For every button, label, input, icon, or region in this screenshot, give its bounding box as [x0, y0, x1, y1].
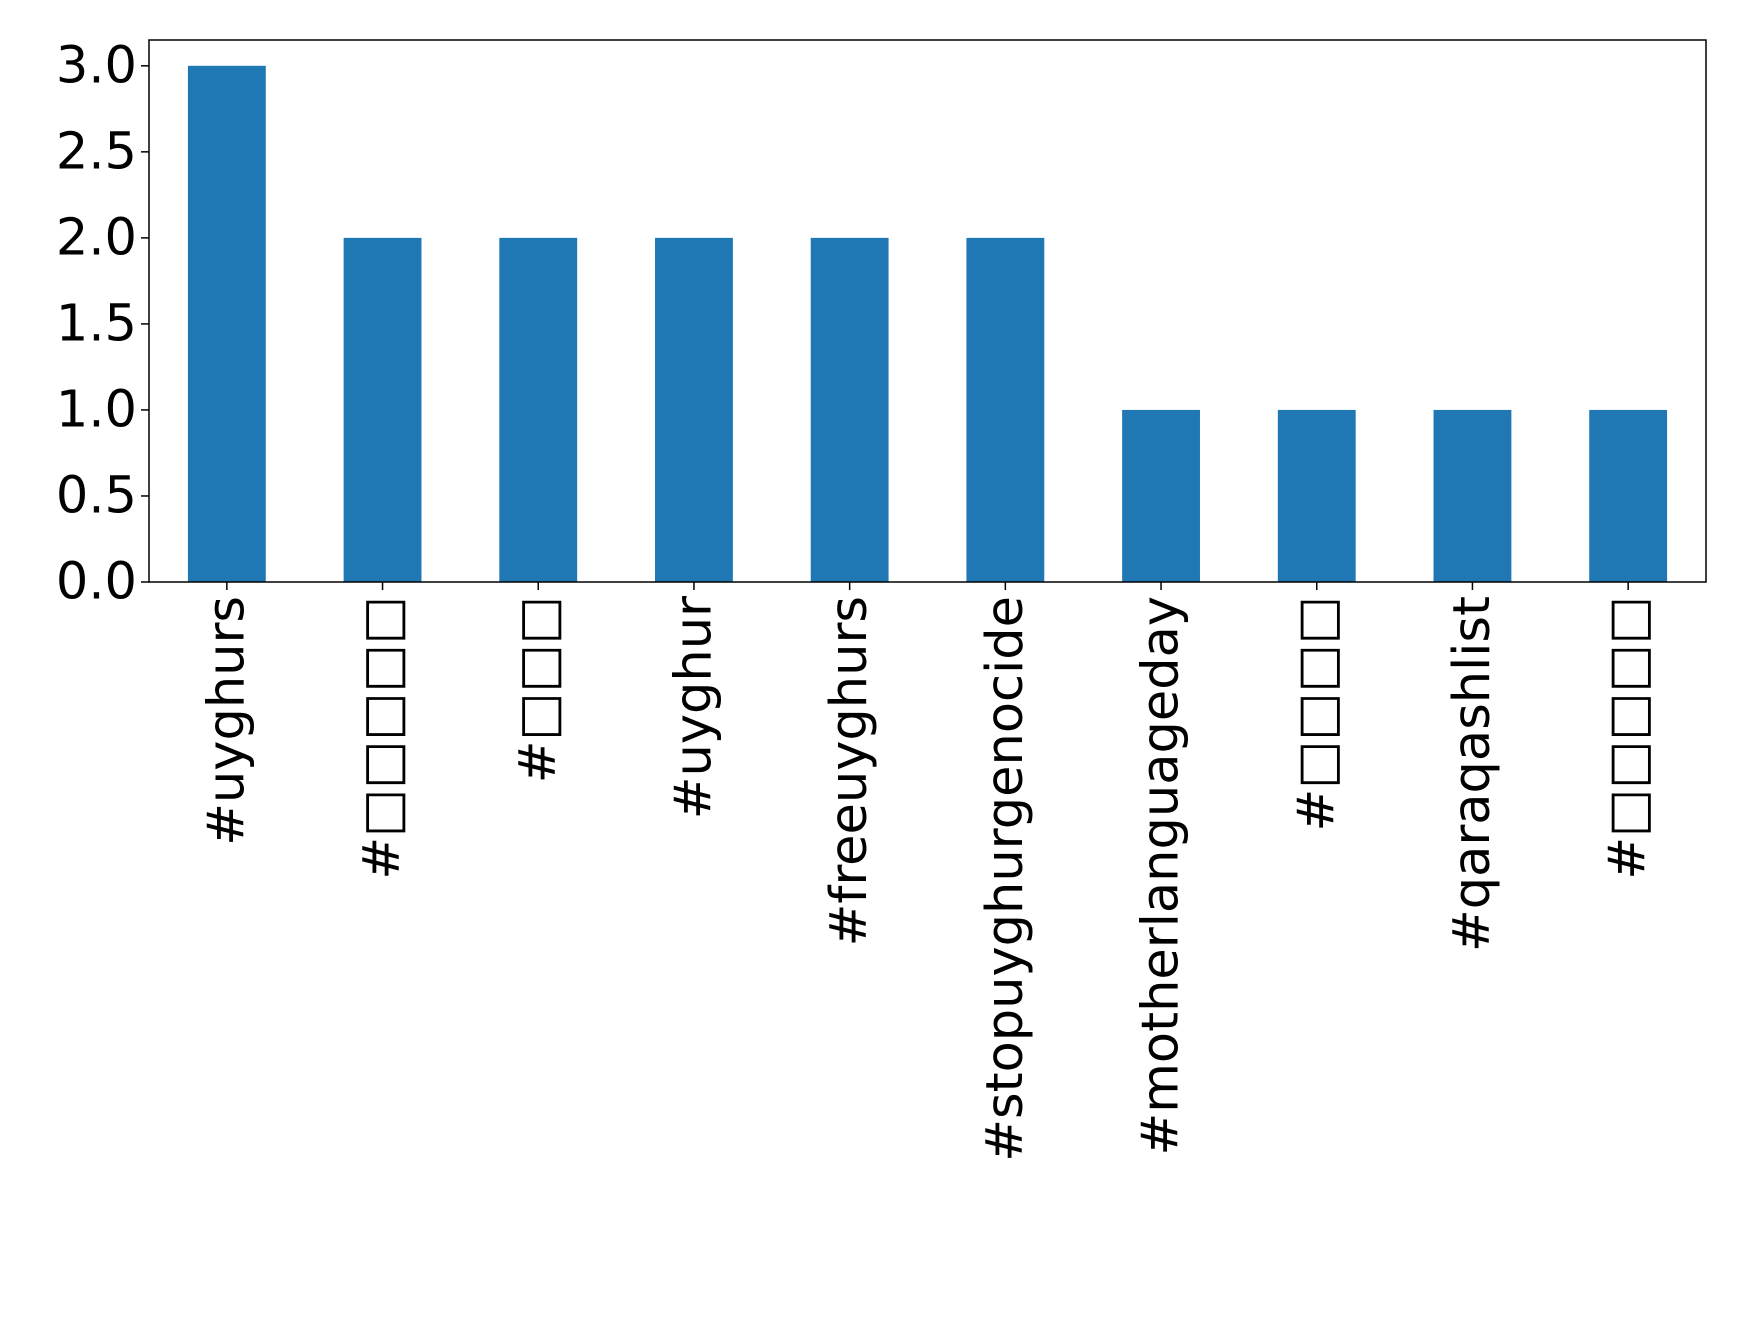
bar-0 [187, 65, 266, 583]
y-axis: 0.0 0.5 1.0 1.5 2.0 2.5 3.0 [56, 36, 149, 612]
x-tick-label: #□□□□ [1287, 596, 1346, 831]
x-axis: #uyghurs #□□□□□ #□□□ #uyghur #freeuyghurs #st… [197, 582, 1658, 1162]
y-tick-label: 1.5 [56, 294, 137, 353]
x-tick-label: #freeuyghurs [820, 596, 879, 946]
bar-1 [343, 237, 422, 582]
x-tick-label: #uyghur [664, 596, 723, 819]
y-tick-label: 1.0 [56, 380, 137, 439]
x-tick-label: #□□□□□ [353, 596, 412, 880]
bar-5 [966, 237, 1045, 582]
bar-7 [1277, 409, 1356, 582]
bar-6 [1122, 409, 1200, 582]
bar-4 [810, 237, 889, 582]
y-tick-label: 3.0 [56, 36, 137, 95]
plot-frame [148, 39, 1707, 583]
y-tick-label: 0.5 [56, 466, 137, 525]
x-tick-label: #□□□ [509, 596, 568, 783]
bar-2 [499, 237, 578, 582]
x-tick-label: #□□□□□ [1599, 596, 1658, 880]
y-tick-label: 0.0 [56, 553, 137, 612]
x-tick-label: #motherlanguageday [1132, 596, 1191, 1156]
x-tick-label: #uyghurs [197, 596, 256, 846]
bar-3 [655, 237, 733, 582]
y-tick-label: 2.0 [56, 208, 137, 267]
bar-8 [1433, 409, 1512, 582]
y-tick-label: 2.5 [56, 122, 137, 181]
x-tick-label: #qaraqashlist [1443, 596, 1502, 952]
bar-9 [1589, 409, 1668, 582]
bars-layer [187, 65, 1668, 583]
x-tick-label: #stopuyghurgenocide [976, 596, 1035, 1162]
